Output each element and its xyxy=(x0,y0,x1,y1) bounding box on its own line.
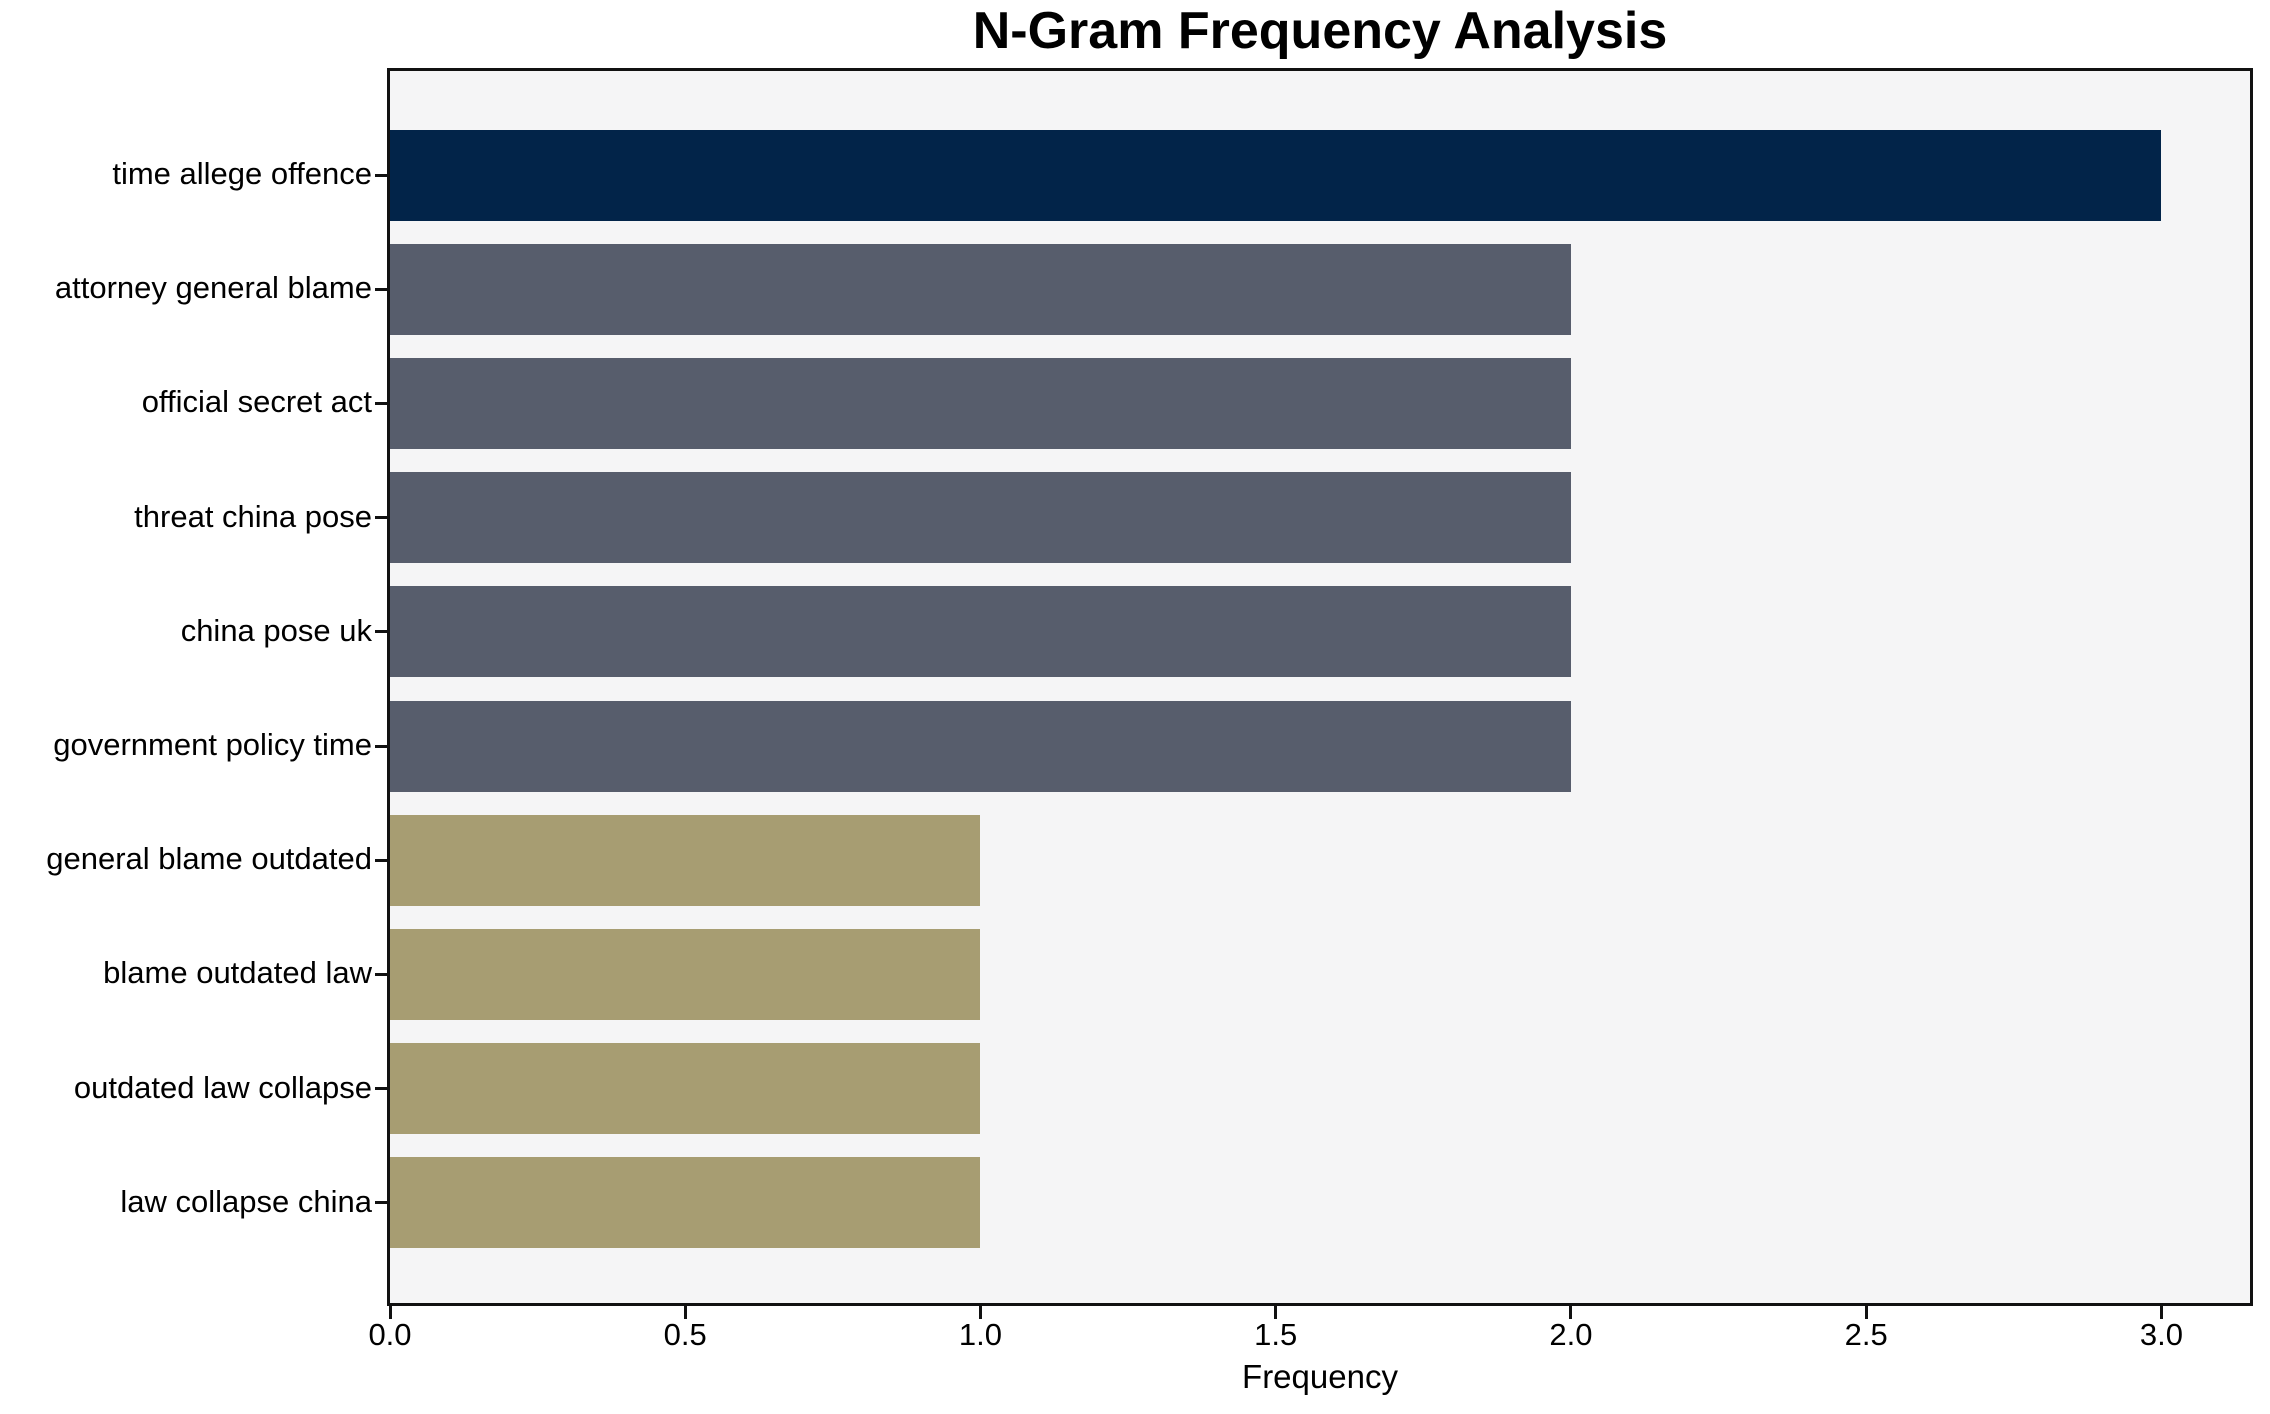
y-tick-label: government policy time xyxy=(53,727,372,762)
y-tick-mark xyxy=(375,287,387,291)
y-tick-mark xyxy=(375,1201,387,1205)
y-tick-label: official secret act xyxy=(141,384,372,420)
x-tick-label: 1.0 xyxy=(958,1317,1003,1352)
y-tick-label: china pose uk xyxy=(180,612,372,648)
x-tick-mark xyxy=(2159,1306,2163,1319)
x-axis-label: Frequency xyxy=(1242,1358,1398,1395)
bar xyxy=(390,1157,981,1249)
x-tick-label: 3.0 xyxy=(2139,1317,2183,1352)
bar xyxy=(390,814,981,906)
y-tick-mark xyxy=(375,972,387,976)
x-tick-label: 2.5 xyxy=(1844,1317,1888,1352)
y-tick-label: time allege offence xyxy=(112,156,372,191)
x-tick-label: 1.5 xyxy=(1254,1317,1298,1352)
y-tick-mark xyxy=(375,1087,387,1091)
bar xyxy=(390,700,1571,792)
plot-area xyxy=(387,68,2253,1306)
x-tick-mark xyxy=(978,1306,982,1319)
y-tick-mark xyxy=(375,516,387,520)
bar xyxy=(390,243,1571,335)
y-tick-mark xyxy=(375,858,387,862)
x-tick-label: 2.0 xyxy=(1549,1317,1593,1352)
bar xyxy=(390,129,2162,221)
y-tick-mark xyxy=(375,401,387,405)
x-tick-mark xyxy=(1864,1306,1868,1319)
x-tick-label: 0.5 xyxy=(663,1317,707,1352)
bar xyxy=(390,357,1571,449)
chart-title: N-Gram Frequency Analysis xyxy=(972,2,1668,60)
x-tick-mark xyxy=(388,1306,392,1319)
bar xyxy=(390,1043,981,1135)
bar xyxy=(390,586,1571,678)
y-tick-label: outdated law collapse xyxy=(73,1069,372,1105)
y-tick-mark xyxy=(375,173,387,177)
y-tick-mark xyxy=(375,744,387,748)
y-tick-label: threat china pose xyxy=(134,498,372,534)
bar xyxy=(390,928,981,1020)
y-tick-label: blame outdated law xyxy=(103,955,372,991)
y-tick-label: attorney general blame xyxy=(54,270,372,306)
x-tick-label: 0.0 xyxy=(368,1317,412,1352)
x-tick-mark xyxy=(1569,1306,1573,1319)
y-tick-label: general blame outdated xyxy=(46,841,372,877)
x-tick-mark xyxy=(1274,1306,1278,1319)
y-tick-label: law collapse china xyxy=(120,1183,372,1219)
y-tick-mark xyxy=(375,630,387,634)
bar xyxy=(390,472,1571,564)
x-tick-mark xyxy=(683,1306,687,1319)
